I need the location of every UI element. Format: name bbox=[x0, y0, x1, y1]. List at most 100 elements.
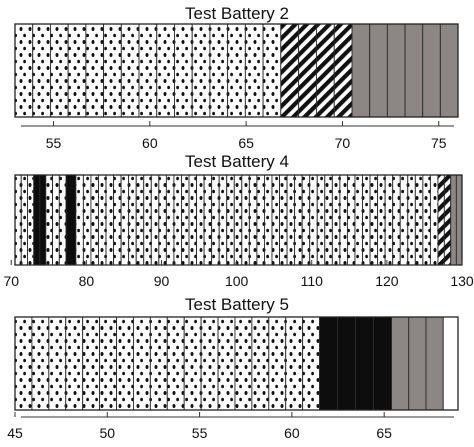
stripe-hatched bbox=[315, 23, 335, 118]
stripe-hatched bbox=[280, 23, 300, 118]
stripe-hatched bbox=[333, 23, 353, 118]
stripe-dotted bbox=[399, 174, 409, 266]
stripe-dotted bbox=[324, 174, 333, 266]
stripe-white bbox=[442, 316, 459, 411]
stripe-dotted bbox=[132, 316, 151, 411]
stripe-dotted bbox=[98, 174, 107, 266]
x-axis: 45 50 55 60 65 bbox=[7, 412, 454, 441]
x-tick-label: 80 bbox=[79, 273, 95, 289]
stripe-dotted bbox=[354, 174, 363, 266]
stripe-dotted bbox=[271, 174, 280, 266]
x-tick-label: 110 bbox=[301, 273, 324, 289]
stripe-dotted bbox=[203, 174, 213, 266]
stripe-hatched bbox=[298, 23, 317, 118]
stripe-dotted bbox=[262, 23, 282, 118]
stripe-group bbox=[14, 23, 459, 118]
stripe-dotted bbox=[149, 316, 168, 411]
stripe-dotted bbox=[407, 174, 416, 266]
panel-test-battery-2: Test Battery 2 55 60 65 70 75 bbox=[14, 4, 459, 151]
stripe-dotted bbox=[251, 316, 270, 411]
stripe-gray bbox=[439, 23, 459, 118]
stripe-gray bbox=[386, 23, 406, 118]
stripe-dotted bbox=[362, 174, 371, 266]
stripe-dotted bbox=[105, 174, 115, 266]
stripe-dotted bbox=[256, 174, 265, 266]
stripe-dotted bbox=[285, 316, 304, 411]
stripe-dotted bbox=[48, 316, 67, 411]
stripe-dotted bbox=[233, 174, 243, 266]
stripe-dotted bbox=[75, 174, 84, 266]
stripe-dotted bbox=[241, 174, 250, 266]
stripe-black bbox=[33, 174, 41, 266]
chart-title: Test Battery 2 bbox=[185, 4, 289, 23]
panel-test-battery-5: Test Battery 5 45 50 55 60 65 bbox=[7, 295, 459, 441]
stripe-hatched bbox=[443, 174, 452, 266]
stripe-gray bbox=[422, 23, 441, 118]
stripe-dotted bbox=[346, 174, 356, 266]
stripe-dotted bbox=[369, 174, 379, 266]
stripe-dotted bbox=[200, 316, 219, 411]
stripe-dotted bbox=[294, 174, 303, 266]
stripe-dotted bbox=[268, 316, 287, 411]
stripe-dotted bbox=[392, 174, 401, 266]
stripe-dotted bbox=[58, 174, 67, 266]
stripe-dotted bbox=[120, 23, 140, 118]
stripe-dotted bbox=[209, 23, 229, 118]
stripe-dotted bbox=[67, 23, 87, 118]
stripe-dotted bbox=[211, 174, 220, 266]
stripe-dotted bbox=[120, 174, 130, 266]
stripe-dotted bbox=[138, 23, 158, 118]
stripe-dotted bbox=[339, 174, 348, 266]
chart-title: Test Battery 5 bbox=[185, 295, 289, 314]
stripe-dotted bbox=[188, 174, 198, 266]
stripe-group bbox=[14, 316, 459, 411]
stripe-dotted bbox=[158, 174, 167, 266]
stripe-black bbox=[373, 316, 393, 411]
stripe-gray bbox=[404, 23, 424, 118]
stripe-dotted bbox=[116, 316, 134, 411]
x-tick-label: 120 bbox=[375, 273, 399, 289]
x-tick-label: 130 bbox=[450, 273, 474, 289]
stripe-dotted bbox=[244, 23, 264, 118]
stripe-dotted bbox=[234, 316, 253, 411]
x-tick-label: 75 bbox=[431, 135, 447, 151]
stripe-dotted bbox=[31, 316, 50, 411]
stripe-dotted bbox=[150, 174, 160, 266]
x-tick-label: 100 bbox=[225, 273, 249, 289]
stripe-dotted bbox=[217, 316, 236, 411]
stripe-dotted bbox=[316, 174, 326, 266]
stripe-dotted bbox=[429, 174, 439, 266]
stripe-dotted bbox=[301, 174, 311, 266]
stripe-dotted bbox=[14, 174, 22, 266]
stripe-dotted bbox=[377, 174, 386, 266]
stripe-dotted bbox=[156, 23, 175, 118]
stripe-dotted bbox=[14, 316, 33, 411]
x-tick-label: 45 bbox=[7, 425, 23, 441]
stripe-gray bbox=[391, 316, 410, 411]
stripe-dotted bbox=[49, 23, 69, 118]
stripe-black bbox=[39, 174, 47, 266]
stripe-gray bbox=[351, 23, 371, 118]
chart-title: Test Battery 4 bbox=[185, 152, 289, 171]
stripe-black bbox=[355, 316, 375, 411]
stripe-hatched bbox=[437, 174, 445, 266]
stripe-dotted bbox=[166, 316, 185, 411]
stripe-black bbox=[319, 316, 339, 411]
stripe-dotted bbox=[90, 174, 99, 266]
stripe-dotted bbox=[113, 174, 122, 266]
stripe-dotted bbox=[331, 174, 341, 266]
x-tick-label: 50 bbox=[100, 425, 116, 441]
stripe-dotted bbox=[165, 174, 175, 266]
stripe-dotted bbox=[65, 316, 84, 411]
stripe-gray bbox=[450, 174, 457, 266]
stripe-dotted bbox=[143, 174, 152, 266]
stripe-dotted bbox=[218, 174, 228, 266]
x-tick-label: 65 bbox=[376, 425, 392, 441]
plot-frame bbox=[14, 316, 459, 411]
plot-frame bbox=[14, 23, 459, 118]
x-tick-label: 60 bbox=[142, 135, 158, 151]
stripe-dotted bbox=[45, 174, 54, 266]
stripe-dotted bbox=[181, 174, 190, 266]
stripe-dotted bbox=[191, 23, 211, 118]
stripe-dotted bbox=[82, 316, 101, 411]
